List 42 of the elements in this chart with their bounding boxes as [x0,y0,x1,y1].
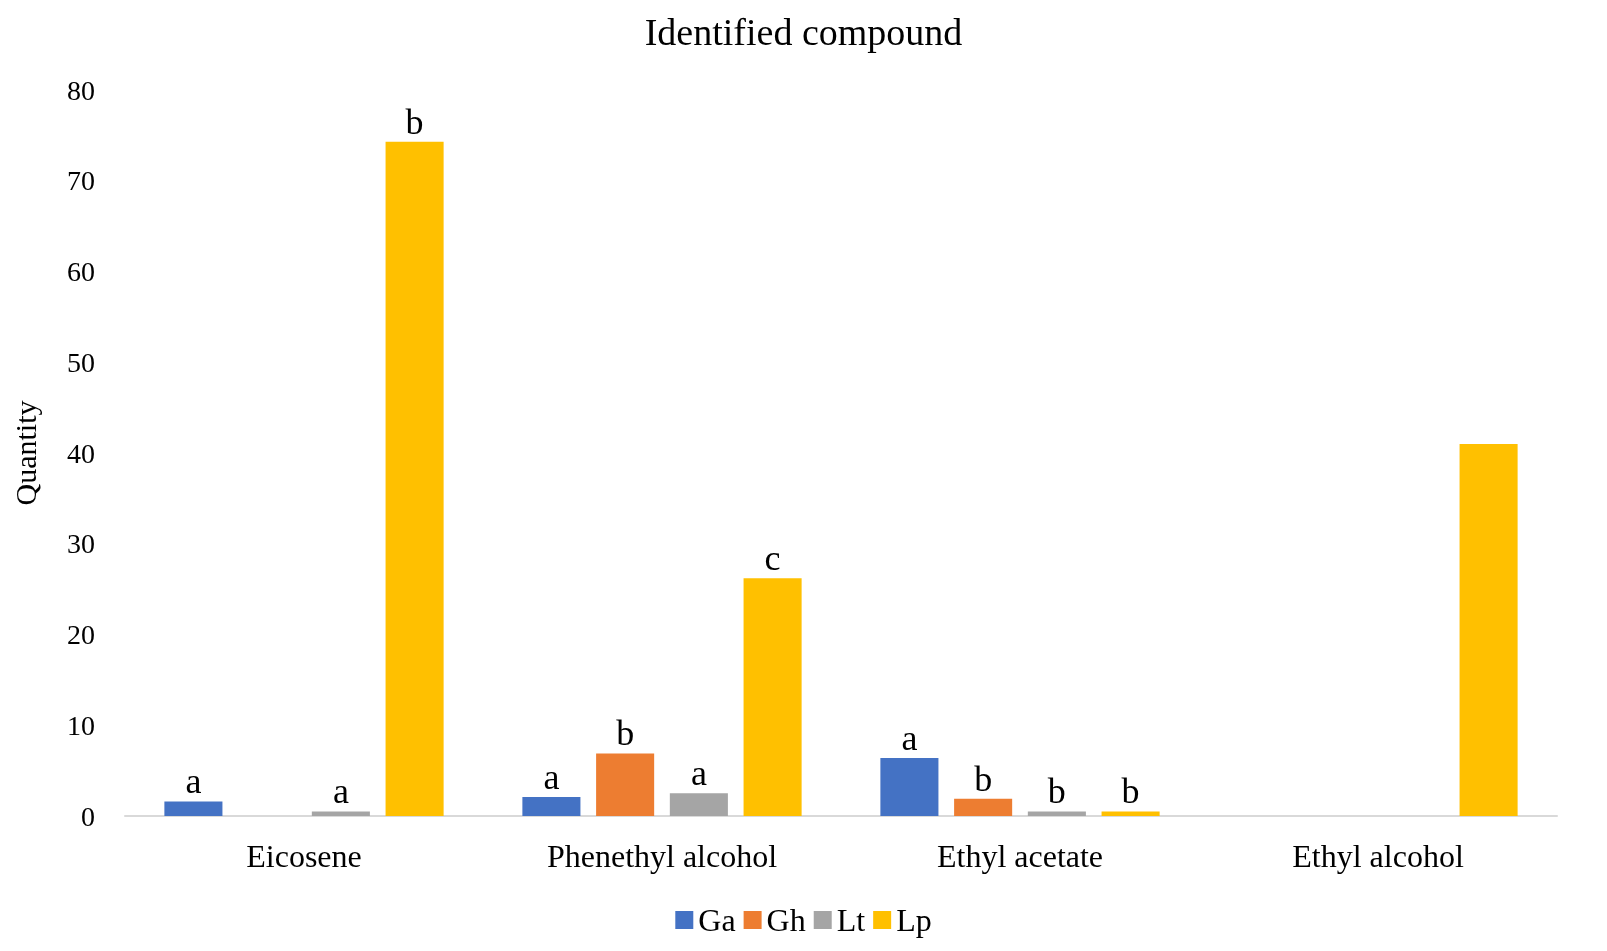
chart-title: Identified compound [644,11,963,53]
legend-label: Lp [896,902,932,938]
y-tick-label: 70 [67,165,95,197]
bar [1101,811,1160,816]
y-axis-title: Quantity [8,400,42,506]
data-label: a [332,771,349,812]
y-tick-label: 20 [67,619,95,650]
bar [522,796,581,816]
data-label: b [405,101,424,142]
data-label: b [974,758,993,799]
y-tick-label: 40 [67,437,95,469]
legend-label: Lt [836,902,866,938]
y-tick-label: 60 [67,256,95,287]
legend-label: Ga [698,902,736,938]
data-label: a [901,717,918,758]
data-label: a [690,753,707,794]
bar [311,811,370,816]
data-label: c [764,538,781,579]
y-tick-label: 0 [81,800,95,832]
bar [1459,443,1518,816]
data-label: b [1121,771,1140,812]
data-label: a [543,756,560,797]
x-tick-label: Phenethyl alcohol [546,838,778,874]
bar [164,801,223,816]
legend-label: Gh [766,902,806,938]
bar [596,753,655,816]
data-label: b [616,713,635,754]
y-tick-label: 10 [67,709,95,741]
x-tick-label: Eicosene [246,838,362,874]
bar [669,793,728,816]
bar [954,798,1013,816]
data-label: a [185,761,202,802]
bar [385,141,444,816]
y-tick-label: 30 [67,528,95,560]
bar [1027,811,1086,816]
x-tick-label: Ethyl acetate [936,838,1104,874]
y-tick-label: 50 [67,346,95,378]
data-label: b [1047,771,1066,812]
bar [880,757,939,816]
bar [743,578,802,816]
y-tick-label: 80 [67,74,95,106]
x-tick-label: Ethyl alcohol [1292,838,1464,874]
